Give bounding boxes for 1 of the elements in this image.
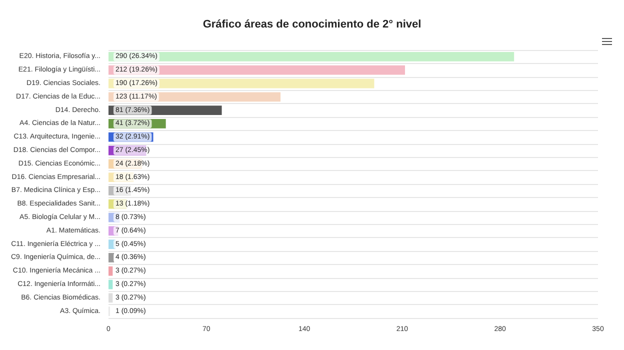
chart-title: Gráfico áreas de conocimiento de 2° nivel <box>202 18 422 30</box>
